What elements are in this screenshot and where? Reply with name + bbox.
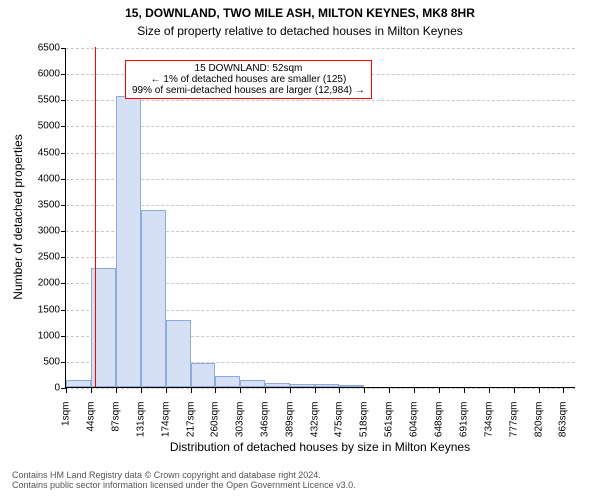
x-tick-mark (141, 388, 142, 393)
histogram-bar (290, 384, 315, 387)
footer-line1: Contains HM Land Registry data © Crown c… (12, 470, 600, 480)
y-tick-label: 2500 (24, 252, 60, 263)
x-tick-mark (563, 388, 564, 393)
y-tick-mark (61, 205, 66, 206)
grid-line (66, 179, 575, 180)
y-tick-mark (61, 257, 66, 258)
histogram-bar (240, 380, 265, 387)
histogram-bar (339, 385, 364, 387)
grid-line (66, 100, 575, 101)
x-tick-mark (439, 388, 440, 393)
y-tick-mark (61, 100, 66, 101)
chart-title-line2: Size of property relative to detached ho… (0, 24, 600, 38)
y-tick-label: 2000 (24, 278, 60, 289)
y-tick-label: 500 (24, 356, 60, 367)
x-tick-mark (166, 388, 167, 393)
annotation-box: 15 DOWNLAND: 52sqm ← 1% of detached hous… (125, 60, 372, 99)
histogram-bar (116, 96, 141, 387)
x-tick-mark (514, 388, 515, 393)
x-tick-mark (240, 388, 241, 393)
grid-line (66, 126, 575, 127)
x-tick-mark (464, 388, 465, 393)
footer: Contains HM Land Registry data © Crown c… (0, 470, 600, 490)
y-tick-mark (61, 126, 66, 127)
y-tick-label: 5000 (24, 121, 60, 132)
annotation-line3: 99% of semi-detached houses are larger (… (132, 85, 365, 96)
x-tick-mark (91, 388, 92, 393)
y-tick-label: 1500 (24, 304, 60, 315)
y-tick-label: 4000 (24, 173, 60, 184)
y-tick-mark (61, 362, 66, 363)
y-tick-label: 0 (24, 383, 60, 394)
y-tick-mark (61, 74, 66, 75)
y-tick-label: 6500 (24, 43, 60, 54)
y-tick-mark (61, 283, 66, 284)
y-tick-mark (61, 48, 66, 49)
y-tick-label: 3500 (24, 199, 60, 210)
y-tick-label: 6000 (24, 69, 60, 80)
x-tick-mark (339, 388, 340, 393)
histogram-bar (215, 376, 240, 388)
x-tick-mark (539, 388, 540, 393)
histogram-bar (66, 380, 91, 387)
x-axis-label: Distribution of detached houses by size … (65, 440, 575, 454)
y-tick-mark (61, 310, 66, 311)
histogram-bar (141, 210, 166, 387)
chart-container: 15, DOWNLAND, TWO MILE ASH, MILTON KEYNE… (0, 0, 600, 500)
y-tick-mark (61, 336, 66, 337)
reference-line (95, 47, 96, 387)
x-tick-mark (489, 388, 490, 393)
x-tick-mark (215, 388, 216, 393)
x-tick-mark (364, 388, 365, 393)
x-tick-mark (116, 388, 117, 393)
x-tick-mark (290, 388, 291, 393)
y-tick-label: 1000 (24, 330, 60, 341)
x-tick-mark (66, 388, 67, 393)
y-tick-label: 4500 (24, 147, 60, 158)
histogram-bar (315, 384, 340, 387)
y-tick-mark (61, 179, 66, 180)
y-tick-label: 3000 (24, 226, 60, 237)
histogram-bar (191, 363, 216, 387)
grid-line (66, 153, 575, 154)
y-axis-label: Number of detached properties (11, 47, 25, 387)
histogram-bar (166, 320, 191, 387)
y-tick-mark (61, 153, 66, 154)
histogram-bar (265, 383, 290, 387)
x-tick-mark (414, 388, 415, 393)
x-tick-mark (191, 388, 192, 393)
grid-line (66, 48, 575, 49)
grid-line (66, 205, 575, 206)
plot-area: 0500100015002000250030003500400045005000… (65, 48, 575, 388)
y-tick-label: 5500 (24, 95, 60, 106)
chart-title-line1: 15, DOWNLAND, TWO MILE ASH, MILTON KEYNE… (0, 6, 600, 20)
x-tick-mark (389, 388, 390, 393)
x-tick-mark (315, 388, 316, 393)
annotation-line1: 15 DOWNLAND: 52sqm (132, 63, 365, 74)
annotation-line2: ← 1% of detached houses are smaller (125… (132, 74, 365, 85)
footer-line2: Contains public sector information licen… (12, 480, 600, 490)
x-tick-mark (265, 388, 266, 393)
grid-line (66, 388, 575, 389)
y-tick-mark (61, 231, 66, 232)
